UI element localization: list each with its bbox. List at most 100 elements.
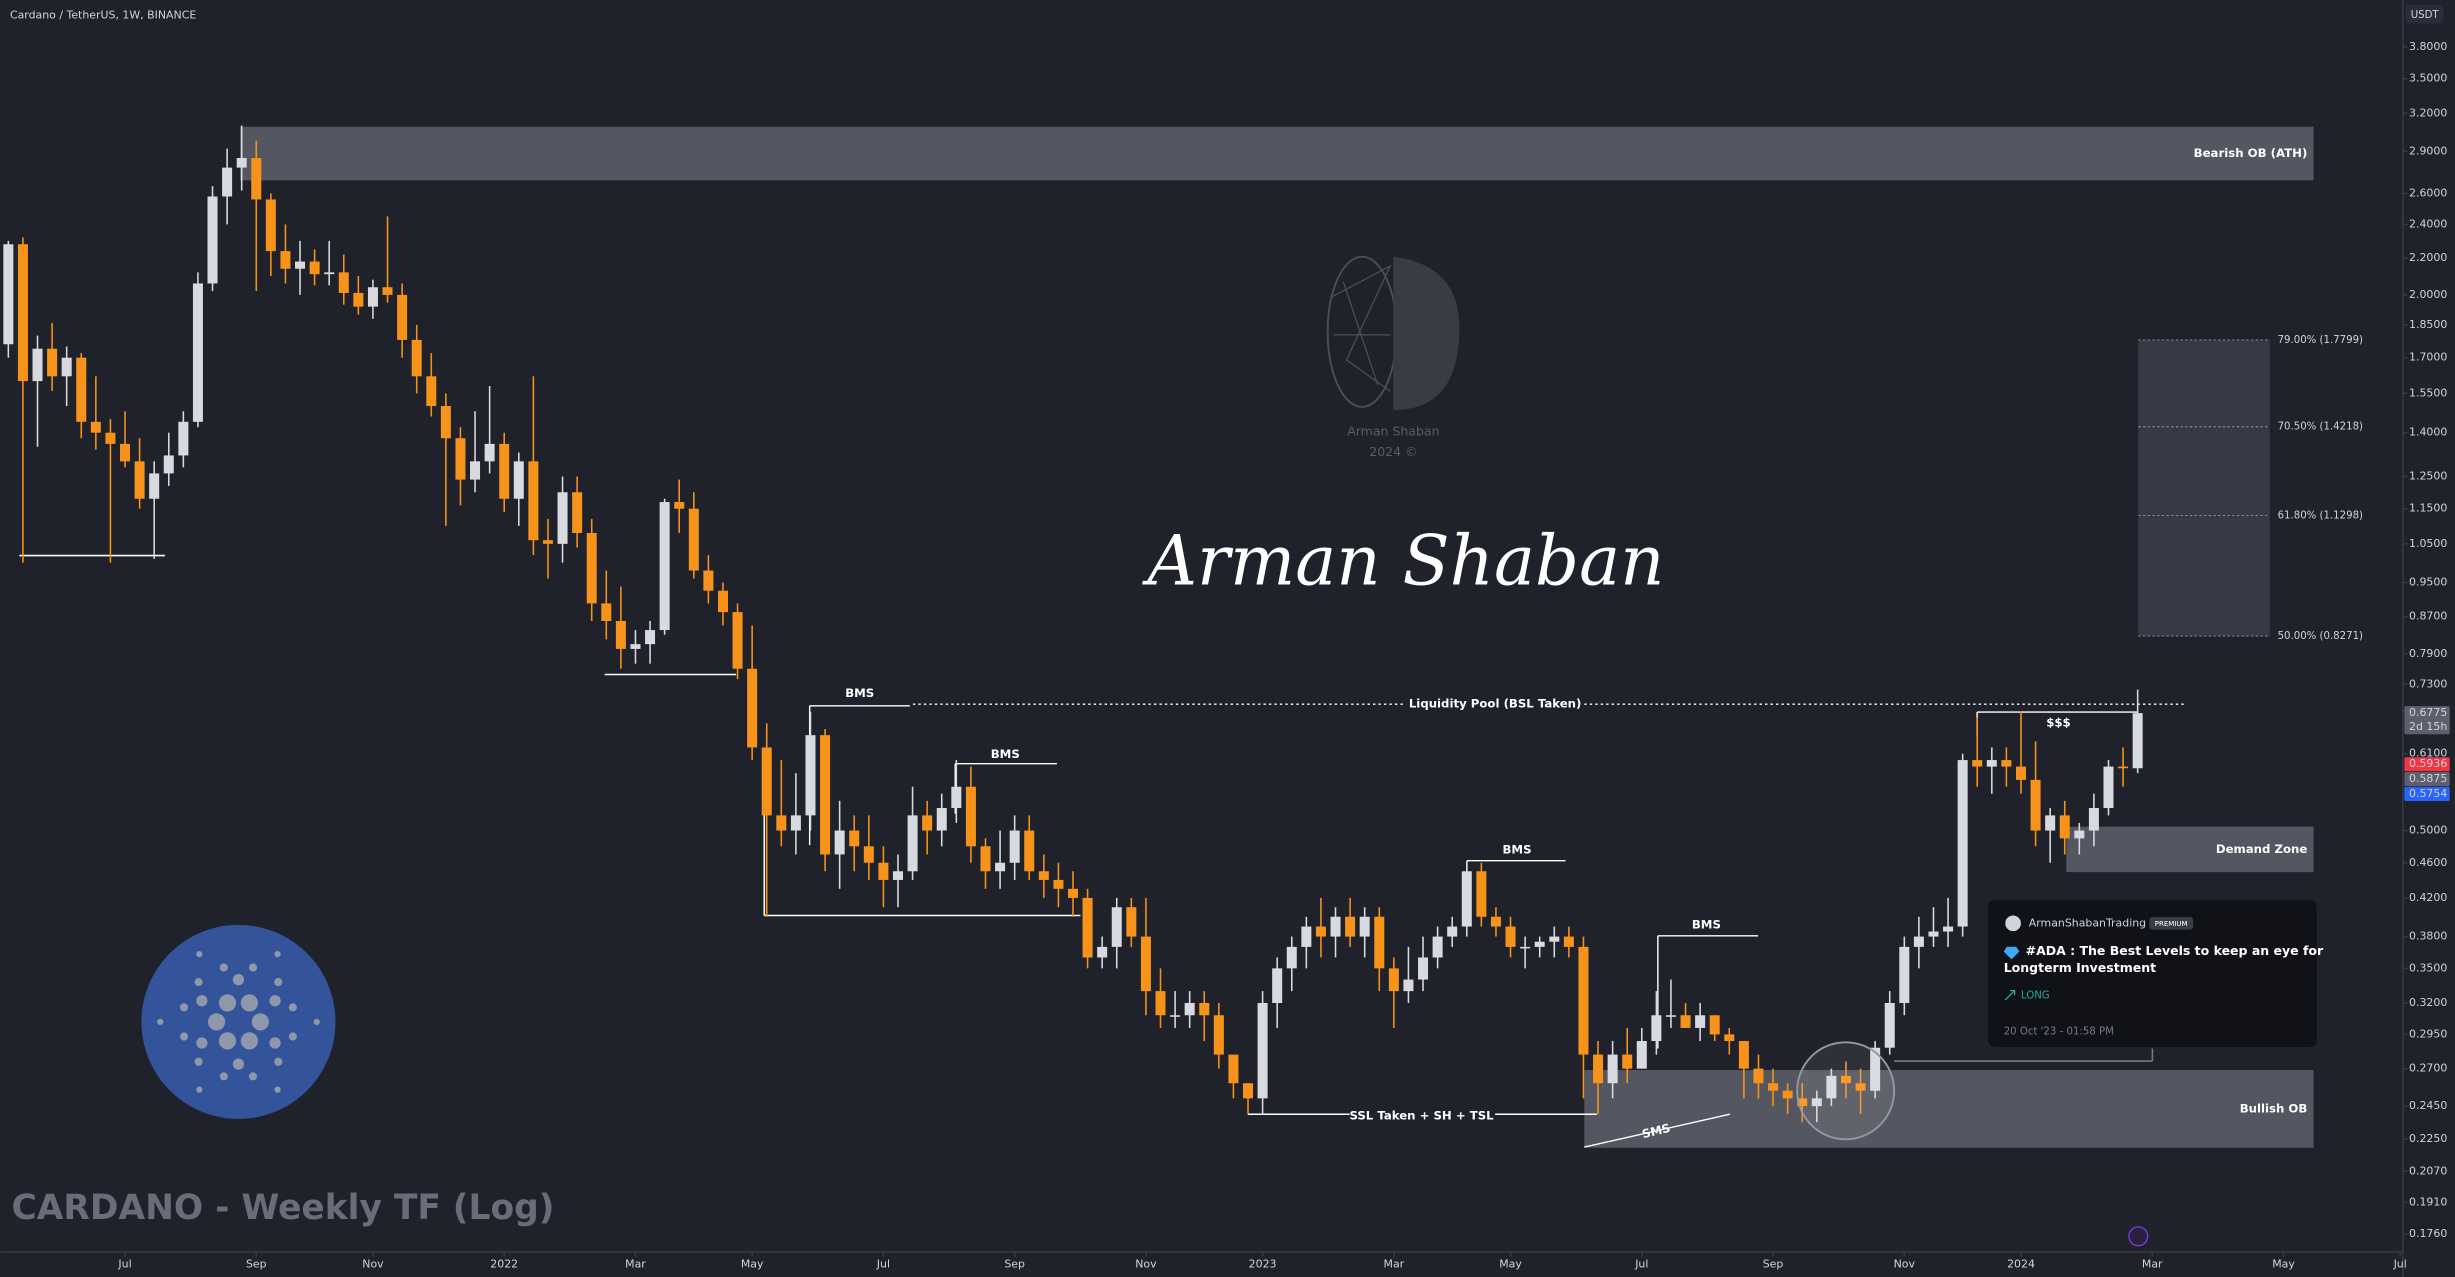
x-tick-label: Sep bbox=[246, 1257, 267, 1270]
candle-body bbox=[61, 357, 72, 377]
candle-body bbox=[878, 862, 889, 880]
candle-body bbox=[1972, 760, 1983, 767]
x-tick-label: 2024 bbox=[2007, 1257, 2035, 1270]
candle-body bbox=[1738, 1041, 1749, 1069]
logo-dot bbox=[251, 1013, 269, 1031]
logo-dot bbox=[269, 1037, 281, 1049]
candle-body bbox=[1374, 916, 1385, 969]
candle-body bbox=[674, 502, 685, 509]
price-axis-bg bbox=[2402, 0, 2455, 1277]
logo-dot bbox=[313, 1018, 320, 1026]
candle-body bbox=[1709, 1015, 1720, 1035]
candle-body bbox=[805, 735, 816, 816]
candle-body bbox=[1724, 1034, 1735, 1042]
candle-body bbox=[659, 502, 670, 631]
candle-body bbox=[1213, 1015, 1224, 1055]
x-tick-label: Nov bbox=[362, 1257, 384, 1270]
x-tick-label: May bbox=[2272, 1257, 2295, 1270]
candle-body bbox=[1680, 1015, 1691, 1028]
y-tick-label: 1.8500 bbox=[2409, 318, 2447, 331]
candle-body bbox=[17, 244, 28, 382]
candle-body bbox=[149, 473, 160, 499]
cardano-logo bbox=[141, 924, 336, 1119]
logo-disc bbox=[141, 924, 336, 1119]
logo-dot bbox=[248, 1072, 258, 1081]
logo-dot bbox=[194, 978, 203, 987]
card-direction: LONG bbox=[2021, 990, 2050, 1001]
candle-body bbox=[907, 815, 918, 872]
x-tick-label: Mar bbox=[2142, 1257, 2163, 1270]
candle-body bbox=[236, 158, 247, 168]
price-badge bbox=[2404, 786, 2450, 802]
candle-body bbox=[120, 443, 131, 462]
y-tick-label: 1.7000 bbox=[2409, 351, 2447, 364]
candle-body bbox=[1199, 1002, 1210, 1016]
candle-body bbox=[1228, 1054, 1239, 1084]
time-axis-bg bbox=[0, 1251, 2403, 1277]
candle-body bbox=[1665, 1015, 1676, 1017]
candle-body bbox=[1651, 1015, 1662, 1042]
candle-body bbox=[1899, 946, 1910, 1003]
candle-body bbox=[1097, 946, 1108, 958]
y-tick-label: 2.4000 bbox=[2409, 217, 2447, 230]
card-title: #ADA : The Best Levels to keep an eye fo… bbox=[2026, 943, 2324, 958]
price-badge-label: 0.5936 bbox=[2409, 757, 2447, 770]
logo-dot bbox=[207, 1013, 226, 1031]
candle-body bbox=[1797, 1098, 1808, 1107]
logo-dot bbox=[288, 1032, 297, 1041]
logo-dot bbox=[274, 1057, 283, 1066]
candle-body bbox=[207, 196, 218, 284]
x-tick-label: Sep bbox=[1004, 1257, 1025, 1270]
annotation-line bbox=[1584, 1113, 1731, 1148]
candle-body bbox=[1578, 946, 1589, 1055]
y-tick-label: 0.3800 bbox=[2409, 930, 2447, 943]
y-tick-label: 2.0000 bbox=[2409, 288, 2447, 301]
candle-body bbox=[1826, 1075, 1837, 1099]
candle-body bbox=[1082, 897, 1093, 958]
annotation: SSL Taken + SH + TSL bbox=[1349, 1108, 1494, 1122]
annotation: BMS bbox=[991, 747, 1020, 761]
zone-label: Bullish OB bbox=[2240, 1101, 2308, 1115]
candle-body bbox=[76, 357, 87, 422]
y-tick-label: 1.2500 bbox=[2409, 469, 2447, 482]
zones: Bearish OB (ATH) Demand Zone Bullish OB 79.… bbox=[240, 126, 2363, 1148]
x-tick-label: May bbox=[741, 1257, 764, 1270]
watermark-logo: Arman Shaban 2024 © bbox=[1326, 255, 1460, 459]
idea-card[interactable]: ArmanShabanTrading PREMIUM #ADA : The Be… bbox=[1988, 899, 2324, 1047]
logo-dot bbox=[288, 1003, 297, 1012]
logo-dot bbox=[274, 978, 283, 987]
x-tick-label: Sep bbox=[1763, 1257, 1784, 1270]
candle-body bbox=[1009, 830, 1020, 863]
candle-body bbox=[105, 432, 116, 444]
annotation: SMS bbox=[1641, 1121, 1672, 1141]
candle-body bbox=[863, 846, 874, 863]
candle-body bbox=[484, 443, 495, 462]
candle-body bbox=[528, 461, 539, 541]
logo-dot bbox=[219, 1072, 228, 1081]
card-date: 20 Oct '23 - 01:58 PM bbox=[2004, 1026, 2114, 1037]
candle-body bbox=[309, 261, 320, 275]
candle-body bbox=[922, 815, 933, 831]
badge-bg bbox=[2149, 917, 2194, 930]
candle-body bbox=[1957, 760, 1968, 927]
card-badge: PREMIUM bbox=[2155, 919, 2188, 928]
candle-body bbox=[1024, 830, 1035, 872]
signature: Arman Shaban bbox=[1141, 522, 1664, 602]
x-tick-label: May bbox=[1499, 1257, 1522, 1270]
candle-body bbox=[1928, 931, 1939, 937]
card-author: ArmanShabanTrading bbox=[2029, 916, 2146, 929]
candle-body bbox=[1359, 916, 1370, 937]
candle-body bbox=[1870, 1047, 1881, 1091]
logo-dot bbox=[179, 1003, 189, 1012]
chart-subtitle: CARDANO - Weekly TF (Log) bbox=[12, 1188, 555, 1228]
candle-body bbox=[2118, 766, 2129, 769]
x-tick-label: Jul bbox=[117, 1257, 131, 1270]
candle-body bbox=[1520, 946, 1531, 949]
diamond-icon bbox=[2003, 946, 2020, 960]
candle-body bbox=[134, 461, 145, 499]
candle-body bbox=[1768, 1083, 1779, 1091]
y-tick-label: 2.9000 bbox=[2409, 144, 2447, 157]
candle-body bbox=[455, 438, 466, 480]
candle-body bbox=[1067, 888, 1079, 898]
candle-body bbox=[338, 272, 349, 293]
